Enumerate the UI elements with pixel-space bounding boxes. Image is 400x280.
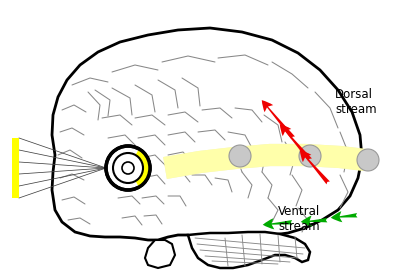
Circle shape: [299, 145, 321, 167]
Text: Ventral
stream: Ventral stream: [278, 205, 320, 233]
Wedge shape: [128, 150, 149, 186]
Circle shape: [122, 162, 134, 174]
Circle shape: [357, 149, 379, 171]
Circle shape: [106, 146, 150, 190]
Circle shape: [229, 145, 251, 167]
Text: Dorsal
stream: Dorsal stream: [335, 88, 377, 116]
Polygon shape: [188, 232, 310, 268]
Polygon shape: [52, 28, 362, 263]
Circle shape: [113, 153, 143, 183]
Bar: [12, 138, 19, 198]
Circle shape: [125, 165, 129, 169]
Polygon shape: [145, 240, 175, 268]
